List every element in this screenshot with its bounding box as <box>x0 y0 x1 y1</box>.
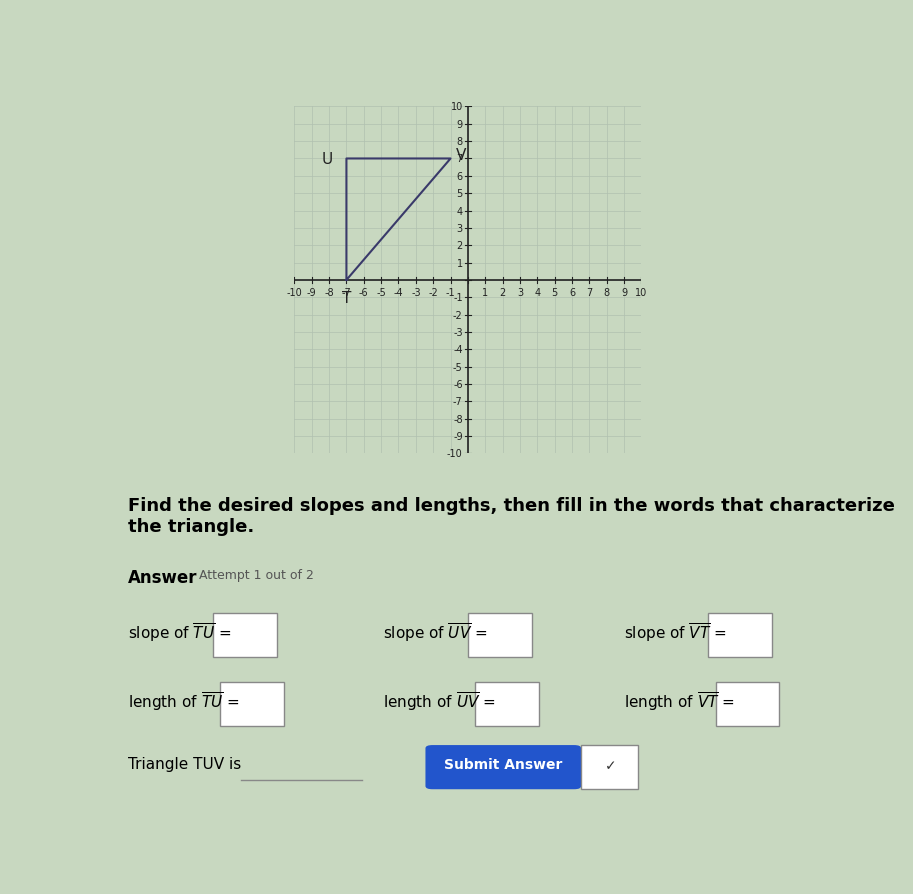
Text: 2: 2 <box>499 288 506 298</box>
Text: 8: 8 <box>603 288 610 298</box>
Text: 6: 6 <box>569 288 575 298</box>
FancyBboxPatch shape <box>581 746 637 789</box>
Text: length of $\overline{VT}$ =: length of $\overline{VT}$ = <box>624 690 734 713</box>
Text: -1: -1 <box>453 293 463 303</box>
Text: -6: -6 <box>453 380 463 390</box>
FancyBboxPatch shape <box>708 613 772 657</box>
FancyBboxPatch shape <box>716 682 779 726</box>
FancyBboxPatch shape <box>220 682 284 726</box>
Text: 5: 5 <box>551 288 558 298</box>
Text: 1: 1 <box>482 288 488 298</box>
Text: -2: -2 <box>428 288 438 298</box>
FancyBboxPatch shape <box>425 746 581 789</box>
Text: 3: 3 <box>456 224 463 233</box>
Text: -1: -1 <box>446 288 456 298</box>
Text: V: V <box>456 148 467 164</box>
Text: slope of $\overline{VT}$ =: slope of $\overline{VT}$ = <box>624 620 726 643</box>
Text: Answer: Answer <box>128 569 198 586</box>
FancyBboxPatch shape <box>214 613 277 657</box>
Text: Triangle TUV is: Triangle TUV is <box>128 756 242 772</box>
Text: 2: 2 <box>456 241 463 251</box>
Text: -7: -7 <box>341 288 352 298</box>
Text: 4: 4 <box>456 207 463 216</box>
Text: -9: -9 <box>307 288 317 298</box>
Text: Submit Answer: Submit Answer <box>444 757 562 772</box>
Text: 4: 4 <box>534 288 540 298</box>
Text: -10: -10 <box>447 449 463 459</box>
Text: Find the desired slopes and lengths, then fill in the words that characterize th: Find the desired slopes and lengths, the… <box>128 496 895 535</box>
Text: -7: -7 <box>453 397 463 407</box>
Text: 10: 10 <box>450 102 463 113</box>
Text: -2: -2 <box>453 310 463 320</box>
FancyBboxPatch shape <box>467 613 531 657</box>
Text: T: T <box>341 291 352 306</box>
Text: -5: -5 <box>453 362 463 372</box>
Text: -9: -9 <box>453 432 463 442</box>
Text: 10: 10 <box>635 288 647 298</box>
Text: -10: -10 <box>287 288 302 298</box>
Text: 7: 7 <box>456 155 463 164</box>
Text: -4: -4 <box>453 345 463 355</box>
Text: slope of $\overline{UV}$ =: slope of $\overline{UV}$ = <box>383 620 488 643</box>
Text: Attempt 1 out of 2: Attempt 1 out of 2 <box>199 569 314 582</box>
Text: U: U <box>321 152 332 167</box>
Text: -6: -6 <box>359 288 369 298</box>
Text: 9: 9 <box>456 120 463 130</box>
Text: -4: -4 <box>394 288 404 298</box>
Text: 5: 5 <box>456 189 463 199</box>
Text: 1: 1 <box>456 258 463 268</box>
Text: 3: 3 <box>517 288 523 298</box>
Text: $\checkmark$: $\checkmark$ <box>603 757 615 772</box>
Text: slope of $\overline{TU}$ =: slope of $\overline{TU}$ = <box>128 620 232 643</box>
Text: -3: -3 <box>453 327 463 338</box>
Text: -8: -8 <box>324 288 334 298</box>
Text: 8: 8 <box>456 137 463 147</box>
Text: 6: 6 <box>456 172 463 181</box>
Text: -3: -3 <box>411 288 421 298</box>
Text: -5: -5 <box>376 288 386 298</box>
Text: length of $\overline{UV}$ =: length of $\overline{UV}$ = <box>383 690 496 713</box>
Text: -8: -8 <box>453 414 463 425</box>
Text: 9: 9 <box>621 288 627 298</box>
FancyBboxPatch shape <box>475 682 539 726</box>
Text: length of $\overline{TU}$ =: length of $\overline{TU}$ = <box>128 690 240 713</box>
Text: 7: 7 <box>586 288 593 298</box>
